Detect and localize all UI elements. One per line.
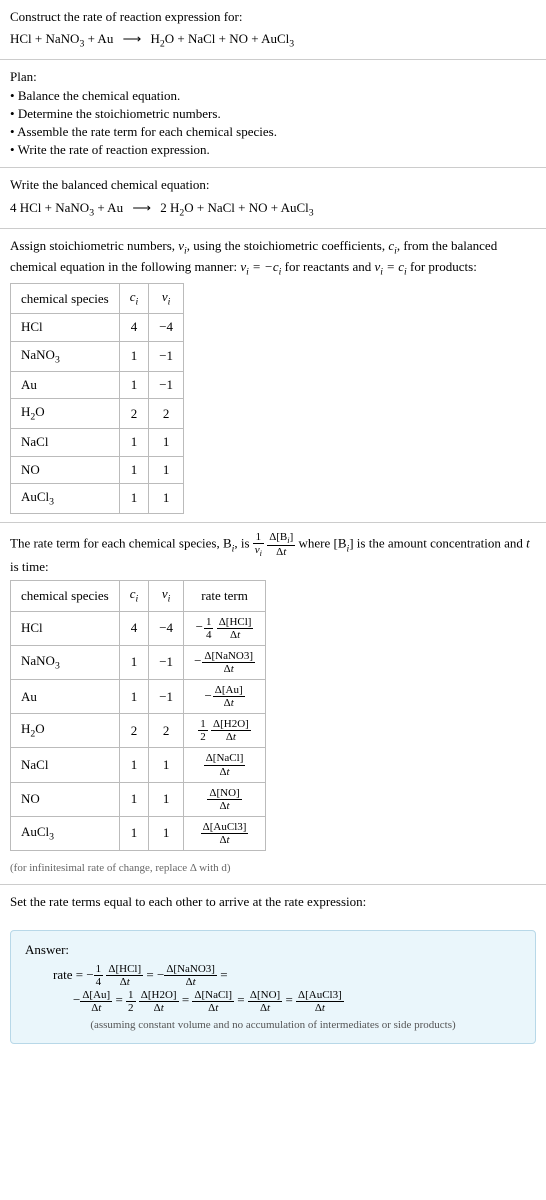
col-c: ci [119,284,149,314]
table-row: HCl4−4 −14 Δ[HCl]Δt [11,611,266,645]
balanced-section: Write the balanced chemical equation: 4 … [0,168,546,227]
table-row: NaCl11 Δ[NaCl]Δt [11,748,266,782]
rateterm-section: The rate term for each chemical species,… [0,523,546,859]
table-row: NO11 Δ[NO]Δt [11,782,266,816]
plan-section: Plan: Balance the chemical equation. Det… [0,60,546,167]
col-v: νi [149,284,184,314]
table-header-row: chemical species ci νi [11,284,184,314]
answer-label: Answer: [25,941,521,959]
col-species: chemical species [11,284,120,314]
table-row: HCl4−4 [11,314,184,341]
stoich-section: Assign stoichiometric numbers, νi, using… [0,229,546,522]
eq-lhs: HCl + NaNO3 + Au [10,31,113,46]
plan-list: Balance the chemical equation. Determine… [10,87,536,160]
arrow-icon: ⟶ [117,31,148,46]
eq-rhs: H2O + NaCl + NO + AuCl3 [150,31,294,46]
unbalanced-equation: HCl + NaNO3 + Au ⟶ H2O + NaCl + NO + AuC… [10,30,536,51]
plan-title: Plan: [10,68,536,86]
final-section: Set the rate terms equal to each other t… [0,885,546,923]
table-row: Au1−1 [11,371,184,398]
table-row: NaNO31−1 −Δ[NaNO3]Δt [11,645,266,679]
answer-note: (assuming constant volume and no accumul… [25,1018,521,1033]
balanced-equation: 4 HCl + NaNO3 + Au ⟶ 2 H2O + NaCl + NO +… [10,199,536,220]
table-row: H2O22 12 Δ[H2O]Δt [11,714,266,748]
table-row: NaNO31−1 [11,341,184,371]
table-row: AuCl311 Δ[AuCl3]Δt [11,816,266,850]
problem-header: Construct the rate of reaction expressio… [0,0,546,59]
answer-line-2: −Δ[Au]Δt = 12 Δ[H2O]Δt = Δ[NaCl]Δt = Δ[N… [25,988,521,1014]
stoich-intro: Assign stoichiometric numbers, νi, using… [10,237,536,279]
table-row: NO11 [11,456,184,483]
table-header-row: chemical species ci νi rate term [11,581,266,611]
table-row: NaCl11 [11,429,184,456]
final-title: Set the rate terms equal to each other t… [10,893,536,911]
table-row: Au1−1 −Δ[Au]Δt [11,680,266,714]
answer-box: Answer: rate = −14 Δ[HCl]Δt = −Δ[NaNO3]Δ… [10,930,536,1045]
plan-item: Determine the stoichiometric numbers. [10,105,536,123]
rateterm-note: (for infinitesimal rate of change, repla… [0,859,546,884]
balanced-title: Write the balanced chemical equation: [10,176,536,194]
plan-item: Assemble the rate term for each chemical… [10,123,536,141]
problem-title: Construct the rate of reaction expressio… [10,8,536,26]
table-row: H2O22 [11,399,184,429]
rateterm-table: chemical species ci νi rate term HCl4−4 … [10,580,266,851]
answer-line-1: rate = −14 Δ[HCl]Δt = −Δ[NaNO3]Δt = [25,963,521,989]
plan-item: Write the rate of reaction expression. [10,141,536,159]
arrow-icon: ⟶ [126,200,157,215]
stoich-table: chemical species ci νi HCl4−4 NaNO31−1 A… [10,283,184,514]
table-row: AuCl311 [11,483,184,513]
rateterm-intro: The rate term for each chemical species,… [10,531,536,577]
plan-item: Balance the chemical equation. [10,87,536,105]
